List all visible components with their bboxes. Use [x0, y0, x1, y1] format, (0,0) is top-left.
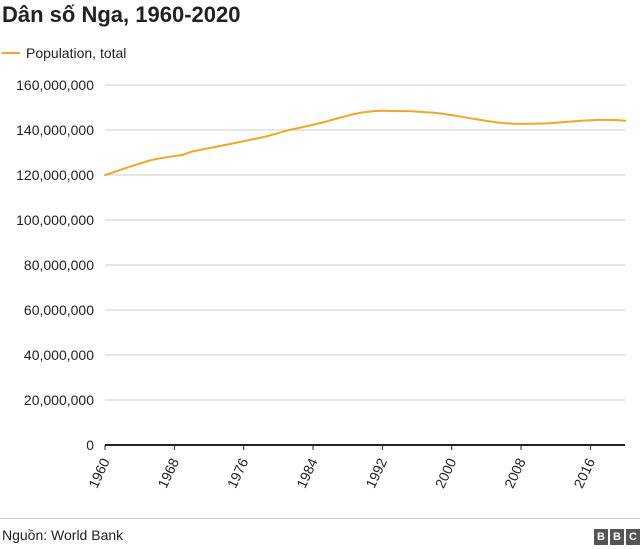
- y-tick-label: 160,000,000: [16, 77, 94, 93]
- data-point: [277, 132, 280, 134]
- y-tick-label: 80,000,000: [24, 257, 94, 273]
- line-chart: 0 20,000,000 40,000,000 60,000,000 80,000,00…: [16, 77, 626, 491]
- x-tick-label: 2016: [570, 455, 598, 490]
- data-point: [424, 111, 427, 114]
- data-point: [320, 121, 323, 124]
- data-point: [208, 147, 210, 150]
- data-point: [346, 114, 349, 117]
- data-point: [494, 121, 496, 123]
- data-point: [554, 121, 557, 124]
- data-point: [329, 119, 332, 122]
- data-point: [520, 122, 522, 125]
- data-point: [364, 111, 366, 113]
- data-point: [502, 122, 505, 125]
- data-point: [433, 111, 436, 114]
- data-point: [138, 162, 141, 165]
- data-point: [459, 115, 462, 118]
- data-point: [528, 122, 531, 125]
- data-point: [381, 109, 384, 112]
- data-point: [182, 153, 184, 156]
- data-point: [598, 118, 600, 121]
- data-point: [450, 114, 453, 117]
- data-point: [372, 110, 375, 113]
- data-point: [251, 138, 254, 141]
- data-point: [589, 119, 592, 122]
- legend-label: Population, total: [26, 45, 127, 61]
- data-point: [216, 145, 219, 148]
- data-point: [390, 110, 392, 112]
- data-point: [199, 149, 202, 151]
- data-point: [225, 143, 228, 146]
- data-point: [476, 118, 479, 121]
- data-point: [312, 123, 314, 126]
- x-tick-label: 2000: [432, 455, 460, 490]
- data-point: [147, 159, 150, 162]
- x-tick-label: 1992: [362, 455, 390, 490]
- data-point: [104, 174, 106, 177]
- data-point: [260, 136, 262, 139]
- legend-swatch: [2, 52, 20, 54]
- data-point: [190, 150, 193, 153]
- data-point: [580, 119, 583, 122]
- data-point: [407, 110, 410, 113]
- x-tick-label: 1984: [293, 455, 321, 490]
- x-tick-label: 2008: [501, 455, 529, 490]
- data-point: [112, 171, 115, 174]
- bbc-logo: B B C: [594, 529, 640, 545]
- bbc-logo-letter: B: [610, 529, 624, 545]
- y-tick-label: 20,000,000: [24, 392, 94, 408]
- data-point: [606, 119, 609, 121]
- bbc-logo-letter: C: [626, 529, 640, 545]
- data-point: [546, 122, 548, 125]
- data-point: [537, 122, 540, 125]
- data-point: [268, 134, 271, 137]
- data-point: [615, 119, 618, 121]
- data-point: [286, 129, 288, 132]
- data-point: [234, 142, 236, 144]
- data-point: [121, 168, 124, 171]
- data-point: [156, 157, 158, 160]
- data-point: [485, 119, 488, 122]
- data-point: [416, 110, 418, 113]
- y-tick-label: 40,000,000: [24, 347, 94, 363]
- data-point: [242, 140, 245, 143]
- data-point: [468, 117, 470, 119]
- y-tick-label: 0: [86, 437, 94, 453]
- data-point: [173, 155, 176, 157]
- y-tick-label: 60,000,000: [24, 302, 94, 318]
- bbc-logo-letter: B: [594, 529, 608, 545]
- data-point: [398, 110, 401, 112]
- data-point: [563, 121, 566, 124]
- data-point: [303, 125, 306, 128]
- footer-divider: [0, 518, 640, 519]
- data-point: [338, 116, 340, 119]
- legend: Population, total: [2, 44, 126, 62]
- data-point: [294, 127, 297, 130]
- data-point: [164, 156, 167, 159]
- data-point: [355, 112, 358, 115]
- chart-title: Dân số Nga, 1960-2020: [2, 2, 241, 27]
- series-line: [104, 109, 626, 177]
- y-tick-label: 140,000,000: [16, 122, 94, 138]
- x-tick-label: 1960: [85, 455, 113, 490]
- data-point: [572, 120, 574, 123]
- data-point: [511, 122, 514, 125]
- source-note: Nguồn: World Bank: [2, 527, 124, 543]
- y-tick-label: 120,000,000: [16, 167, 94, 183]
- y-tick-label: 100,000,000: [16, 212, 94, 228]
- x-tick-label: 1968: [154, 455, 182, 490]
- data-point: [624, 119, 626, 122]
- x-tick-label: 1976: [224, 455, 252, 490]
- data-point: [130, 165, 132, 168]
- data-point: [442, 112, 444, 115]
